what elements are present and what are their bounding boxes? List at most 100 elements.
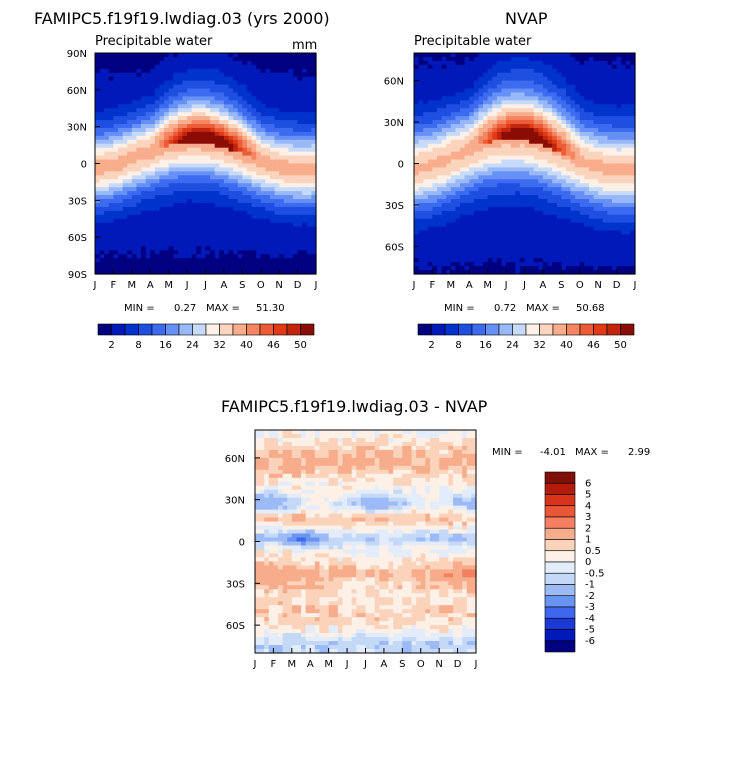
heatmap-cell <box>201 144 206 149</box>
heatmap-cell <box>506 171 511 176</box>
heatmap-cell <box>288 266 293 271</box>
heatmap-cell <box>279 250 284 255</box>
heatmap-cell <box>169 203 174 208</box>
heatmap-cell <box>603 77 608 82</box>
heatmap-cell <box>511 231 516 236</box>
heatmap-cell <box>538 187 543 192</box>
heatmap-cell <box>594 140 599 145</box>
heatmap-cell <box>442 156 447 161</box>
heatmap-cell <box>548 183 553 188</box>
heatmap-cell <box>575 61 580 66</box>
heatmap-cell <box>612 89 617 94</box>
heatmap-cell <box>442 235 447 240</box>
heatmap-cell <box>173 191 178 196</box>
heatmap-cell <box>307 132 312 137</box>
heatmap-cell <box>543 223 548 228</box>
heatmap-cell <box>423 100 428 105</box>
heatmap-cell <box>104 81 109 86</box>
heatmap-cell <box>612 187 617 192</box>
heatmap-cell <box>201 61 206 66</box>
heatmap-cell <box>529 148 534 153</box>
heatmap-cell <box>123 108 128 113</box>
heatmap-cell <box>557 69 562 74</box>
heatmap-cell <box>442 223 447 228</box>
heatmap-cell <box>192 96 197 101</box>
heatmap-cell <box>132 57 137 62</box>
heatmap-cell <box>538 104 543 109</box>
heatmap-cell <box>293 69 298 74</box>
heatmap-cell <box>465 227 470 232</box>
heatmap-cell <box>575 132 580 137</box>
heatmap-cell <box>206 81 211 86</box>
heatmap-cell <box>571 57 576 62</box>
heatmap-cell <box>187 195 192 200</box>
heatmap-cell <box>109 171 114 176</box>
heatmap-cell <box>233 120 238 125</box>
heatmap-cell <box>95 223 100 228</box>
heatmap-cell <box>483 183 488 188</box>
heatmap-cell <box>529 164 534 169</box>
heatmap-cell <box>557 167 562 172</box>
heatmap-cell <box>566 164 571 169</box>
heatmap-cell <box>603 167 608 172</box>
heatmap-cell <box>238 231 243 236</box>
heatmap-cell <box>242 85 247 90</box>
heatmap-cell <box>626 124 631 129</box>
heatmap-cell <box>442 136 447 141</box>
heatmap-cell <box>242 73 247 78</box>
heatmap-cell <box>265 77 270 82</box>
heatmap-cell <box>182 250 187 255</box>
heatmap-cell <box>419 112 424 117</box>
heatmap-cell <box>164 238 169 243</box>
heatmap-cell <box>288 69 293 74</box>
heatmap-cell <box>561 128 566 133</box>
heatmap-cell <box>219 108 224 113</box>
heatmap-cell <box>109 160 114 165</box>
heatmap-cell <box>104 215 109 220</box>
heatmap-cell <box>451 120 456 125</box>
heatmap-cell <box>118 187 123 192</box>
heatmap-cell <box>607 81 612 86</box>
heatmap-cell <box>132 69 137 74</box>
heatmap-cell <box>201 132 206 137</box>
heatmap-cell <box>492 231 497 236</box>
heatmap-cell <box>279 124 284 129</box>
heatmap-cell <box>460 69 465 74</box>
heatmap-cell <box>538 156 543 161</box>
heatmap-cell <box>626 167 631 172</box>
heatmap-cell <box>298 167 303 172</box>
heatmap-cell <box>100 211 105 216</box>
heatmap-cell <box>127 195 132 200</box>
heatmap-cell <box>612 183 617 188</box>
heatmap-cell <box>511 53 516 58</box>
heatmap-cell <box>238 203 243 208</box>
heatmap-cell <box>95 112 100 117</box>
heatmap-cell <box>419 116 424 121</box>
heatmap-cell <box>270 57 275 62</box>
heatmap-cell <box>196 136 201 141</box>
heatmap-cell <box>594 231 599 236</box>
heatmap-cell <box>219 254 224 259</box>
heatmap-cell <box>279 85 284 90</box>
heatmap-cell <box>465 156 470 161</box>
heatmap-cell <box>178 77 183 82</box>
heatmap-cell <box>511 195 516 200</box>
heatmap-cell <box>265 227 270 232</box>
heatmap-cell <box>302 140 307 145</box>
heatmap-cell <box>275 77 280 82</box>
heatmap-cell <box>150 132 155 137</box>
heatmap-cell <box>247 160 252 165</box>
heatmap-cell <box>252 191 257 196</box>
heatmap-cell <box>206 160 211 165</box>
heatmap-cell <box>113 69 118 74</box>
heatmap-cell <box>182 195 187 200</box>
heatmap-cell <box>201 89 206 94</box>
heatmap-cell <box>155 250 160 255</box>
heatmap-cell <box>414 179 419 184</box>
heatmap-cell <box>169 164 174 169</box>
heatmap-cell <box>543 53 548 58</box>
heatmap-cell <box>288 112 293 117</box>
heatmap-cell <box>164 152 169 157</box>
heatmap-cell <box>279 132 284 137</box>
heatmap-cell <box>229 215 234 220</box>
